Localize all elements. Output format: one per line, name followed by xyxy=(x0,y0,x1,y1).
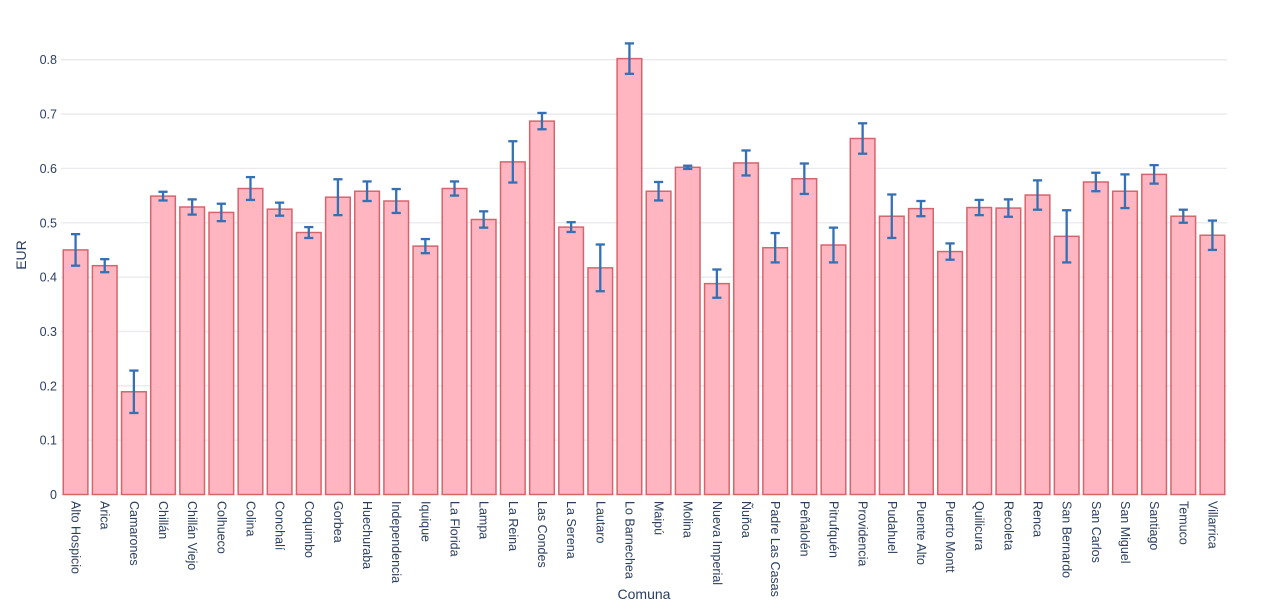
y-tick-label: 0.3 xyxy=(40,325,57,339)
x-tick-label: La Serena xyxy=(564,501,578,559)
x-tick-label: Pitrufquén xyxy=(826,501,840,558)
bar-Chillán Viejo xyxy=(179,206,206,496)
x-tick-label: Providencia xyxy=(856,501,870,566)
x-tick-label: Camarones xyxy=(127,501,141,566)
bar-Molina xyxy=(674,166,701,496)
bar-Pitrufquén xyxy=(820,244,847,496)
x-tick-label: Chillán Viejo xyxy=(185,501,199,570)
x-tick-label: Alto Hospicio xyxy=(69,501,83,574)
y-axis-title: EUR xyxy=(13,240,29,270)
bar-Temuco xyxy=(1170,215,1197,496)
bar-Quilicura xyxy=(966,206,993,496)
bar-Pudahuel xyxy=(878,215,905,496)
x-tick-label: Ñuñoa xyxy=(739,501,753,538)
bar-Nueva Imperial xyxy=(703,282,730,496)
x-tick-label: Lampa xyxy=(477,501,491,539)
bar-San Carlos xyxy=(1082,181,1109,496)
x-tick-label: Villarrica xyxy=(1205,501,1219,549)
bar-Recoleta xyxy=(995,207,1022,496)
bar-Puerto Montt xyxy=(937,250,964,496)
y-tick-label: 0.1 xyxy=(40,434,57,448)
bar-Colhueco xyxy=(208,211,235,496)
x-tick-label: Puente Alto xyxy=(914,501,928,565)
x-tick-label: Colina xyxy=(243,501,257,536)
x-tick-label: Santiago xyxy=(1147,501,1161,550)
x-tick-label: Pudahuel xyxy=(885,501,899,554)
bar-Lautaro xyxy=(587,267,614,496)
x-tick-label: Gorbea xyxy=(331,501,345,543)
bar-Providencia xyxy=(849,137,876,496)
x-axis-title: Comuna xyxy=(617,586,671,602)
x-tick-label: Quilicura xyxy=(972,501,986,550)
bar-Puente Alto xyxy=(907,207,934,496)
bar-Villarrica xyxy=(1199,234,1226,496)
bar-Santiago xyxy=(1141,173,1168,496)
x-tick-label: Renca xyxy=(1031,501,1045,537)
y-tick-label: 0 xyxy=(50,488,57,502)
y-tick-label: 0.4 xyxy=(40,271,57,285)
bar-Padre Las Casas xyxy=(762,247,789,496)
bar-San Bernardo xyxy=(1053,235,1080,496)
bar-Iquique xyxy=(412,245,439,496)
x-tick-label: Maipú xyxy=(652,501,666,535)
x-tick-label: Lautaro xyxy=(593,501,607,543)
x-tick-label: Colhueco xyxy=(214,501,228,554)
x-tick-label: Nueva Imperial xyxy=(710,501,724,585)
x-tick-label: La Florida xyxy=(448,501,462,557)
x-tick-label: Huechuraba xyxy=(360,501,374,569)
bar-La Serena xyxy=(558,226,585,496)
bar-Lo Barnechea xyxy=(616,57,643,496)
x-tick-label: Las Condes xyxy=(535,501,549,568)
y-tick-label: 0.2 xyxy=(40,379,57,393)
x-tick-label: Independencia xyxy=(389,501,403,583)
bar-Gorbea xyxy=(324,196,351,496)
bar-San Miguel xyxy=(1111,190,1139,496)
bar-Coquimbo xyxy=(295,231,322,496)
bar-Colina xyxy=(237,187,264,496)
x-tick-label: Peñalolén xyxy=(797,501,811,557)
x-tick-label: Recoleta xyxy=(1001,501,1015,550)
x-tick-label: Molina xyxy=(681,501,695,538)
x-tick-label: Arica xyxy=(98,501,112,530)
bar-Arica xyxy=(91,264,118,496)
y-tick-label: 0.6 xyxy=(40,162,57,176)
x-tick-label: Lo Barnechea xyxy=(622,501,636,579)
x-tick-label: San Bernardo xyxy=(1060,501,1074,578)
bar-Peñalolén xyxy=(791,177,818,496)
x-tick-label: Coquimbo xyxy=(302,501,316,558)
bar-Alto Hospicio xyxy=(62,249,89,496)
x-tick-label: Temuco xyxy=(1176,501,1190,545)
bar-Lampa xyxy=(470,218,497,496)
bar-Chillán xyxy=(149,195,177,496)
x-tick-label: Conchalí xyxy=(273,501,287,551)
x-tick-label: Puerto Montt xyxy=(943,501,957,573)
y-tick-label: 0.5 xyxy=(40,216,57,230)
x-tick-label: Iquique xyxy=(418,501,432,542)
y-tick-label: 0.7 xyxy=(40,108,57,122)
x-tick-label: La Reina xyxy=(506,501,520,551)
x-tick-label: San Miguel xyxy=(1118,501,1132,564)
bar-Conchalí xyxy=(266,208,293,496)
bar-Maipú xyxy=(645,190,672,496)
bar-Huechuraba xyxy=(354,190,381,496)
bar-Ñuñoa xyxy=(732,162,760,496)
y-tick-label: 0.8 xyxy=(40,53,57,67)
bar-Independencia xyxy=(383,200,410,496)
bar-Las Condes xyxy=(528,120,556,496)
bar-La Reina xyxy=(499,161,526,496)
x-tick-label: Chillán xyxy=(156,501,170,539)
x-tick-label: Padre Las Casas xyxy=(768,501,782,597)
bar-Renca xyxy=(1024,194,1051,496)
bar-La Florida xyxy=(441,187,468,496)
x-tick-label: San Carlos xyxy=(1089,501,1103,563)
